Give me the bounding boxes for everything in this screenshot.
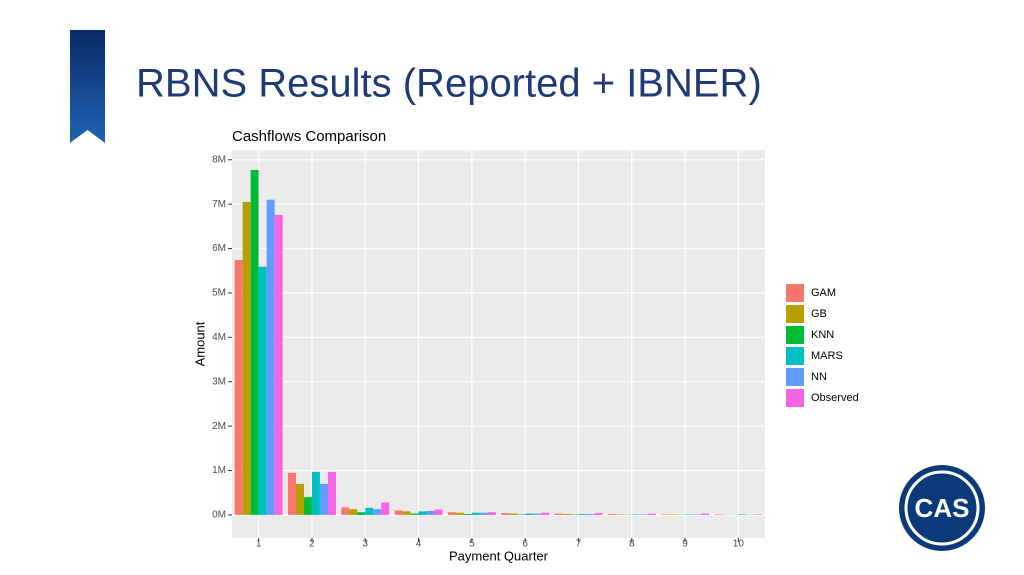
legend-swatch xyxy=(786,326,804,344)
bar xyxy=(471,512,480,515)
legend-label: MARS xyxy=(811,350,843,362)
bar xyxy=(594,513,603,515)
x-axis-label: Payment Quarter xyxy=(449,548,549,563)
bar xyxy=(586,514,595,515)
chart-title: Cashflows Comparison xyxy=(232,128,386,145)
y-tick-label: 0M xyxy=(212,510,226,521)
logo-text: CAS xyxy=(915,493,970,523)
bar xyxy=(701,513,710,515)
bar xyxy=(365,507,374,515)
x-tick-label: 3 xyxy=(362,539,368,550)
bar xyxy=(455,512,464,515)
bar xyxy=(373,509,382,515)
logo: CAS xyxy=(899,465,985,551)
bar xyxy=(487,512,496,515)
plot-background xyxy=(232,150,765,538)
legend-swatch xyxy=(786,389,804,407)
bar xyxy=(319,483,328,515)
bar xyxy=(402,511,411,515)
x-tick-label: 9 xyxy=(682,539,688,550)
bar xyxy=(394,510,403,515)
bar xyxy=(287,472,296,515)
bar xyxy=(509,513,518,515)
y-tick-label: 4M xyxy=(212,332,226,343)
y-tick-label: 6M xyxy=(212,243,226,254)
bar xyxy=(250,169,259,515)
bar xyxy=(434,509,443,515)
y-tick-label: 1M xyxy=(212,465,226,476)
legend-swatch xyxy=(786,305,804,323)
legend-label: GAM xyxy=(811,287,836,299)
legend-label: GB xyxy=(811,308,827,320)
legend-label: Observed xyxy=(811,392,859,404)
bar xyxy=(533,513,542,515)
bar xyxy=(242,201,251,515)
x-tick-label: 4 xyxy=(416,539,422,550)
bar xyxy=(295,483,304,515)
bar xyxy=(426,510,435,515)
slide-title: RBNS Results (Reported + IBNER) xyxy=(136,62,762,106)
bar xyxy=(447,512,456,515)
legend-swatch xyxy=(786,347,804,365)
bar xyxy=(311,471,320,515)
x-tick-label: 5 xyxy=(469,539,475,550)
legend-label: NN xyxy=(811,371,827,383)
x-tick-label: 7 xyxy=(576,539,582,550)
bar xyxy=(463,514,472,515)
bar xyxy=(647,513,656,515)
bar xyxy=(258,266,267,515)
bar xyxy=(562,514,571,515)
bar xyxy=(303,497,312,515)
y-tick-label: 8M xyxy=(212,154,226,165)
bar xyxy=(410,513,419,515)
bar xyxy=(381,502,390,515)
x-tick-label: 2 xyxy=(309,539,315,550)
bar xyxy=(578,514,587,515)
x-tick-label: 8 xyxy=(629,539,635,550)
y-tick-label: 7M xyxy=(212,199,226,210)
bar xyxy=(525,513,534,515)
legend-swatch xyxy=(786,368,804,386)
legend-swatch xyxy=(786,284,804,302)
bookmark xyxy=(70,30,105,143)
bar xyxy=(327,471,336,515)
y-tick-label: 3M xyxy=(212,376,226,387)
x-tick-label: 1 xyxy=(256,539,262,550)
bar xyxy=(274,214,283,515)
y-tick-label: 2M xyxy=(212,421,226,432)
bar xyxy=(357,512,366,515)
x-tick-label: 6 xyxy=(522,539,528,550)
logo-ring xyxy=(904,470,980,546)
x-tick-label: 10 xyxy=(733,539,745,550)
bar xyxy=(501,513,510,515)
bar xyxy=(341,507,350,515)
y-tick-label: 5M xyxy=(212,288,226,299)
bar xyxy=(554,513,563,515)
legend-label: KNN xyxy=(811,329,834,341)
bar xyxy=(266,199,275,515)
bar xyxy=(607,514,616,515)
bar xyxy=(349,509,358,515)
bar xyxy=(541,512,550,515)
chart: Cashflows Comparison 0M 1M 2M 3M 4M 5M 6M 7M 8M 1 2… xyxy=(192,128,858,563)
y-axis-label: Amount xyxy=(192,321,207,366)
bar xyxy=(418,511,427,515)
bar xyxy=(234,260,243,515)
bar xyxy=(479,512,488,515)
logo-circle xyxy=(899,465,985,551)
